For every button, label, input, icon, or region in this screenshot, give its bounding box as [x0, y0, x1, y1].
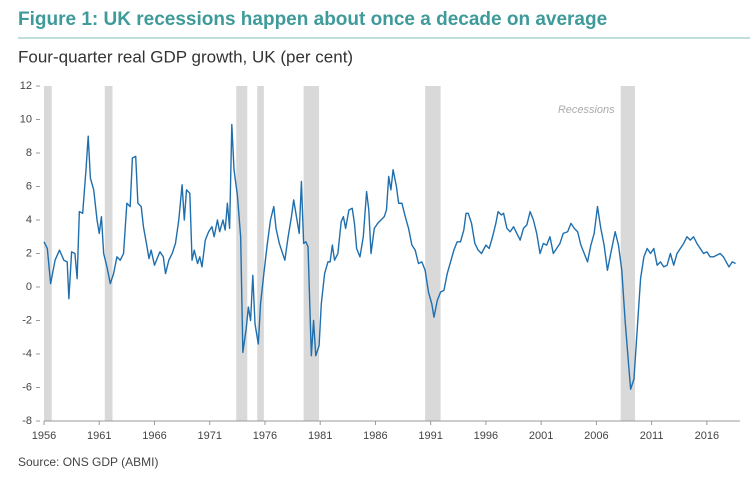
x-tick-label: 1971	[197, 430, 221, 442]
recession-band	[236, 86, 248, 421]
x-tick-label: 2006	[584, 430, 608, 442]
y-tick-label: 2	[26, 247, 32, 259]
recession-band	[257, 86, 264, 421]
y-tick-label: 12	[20, 80, 32, 92]
y-tick-label: -4	[22, 348, 32, 360]
x-tick-label: 1996	[474, 430, 498, 442]
y-tick-label: 6	[26, 180, 32, 192]
x-tick-label: 2001	[529, 430, 553, 442]
chart-subtitle: Four-quarter real GDP growth, UK (per ce…	[18, 47, 353, 66]
x-tick-label: 1981	[308, 430, 332, 442]
recession-band	[425, 86, 441, 421]
recession-band	[620, 86, 636, 421]
recession-band	[303, 86, 320, 421]
recession-band	[104, 86, 113, 421]
x-tick-label: 1991	[418, 430, 442, 442]
source-note: Source: ONS GDP (ABMI)	[18, 455, 158, 469]
y-tick-label: -6	[22, 381, 32, 393]
x-tick-label: 1986	[363, 430, 387, 442]
x-tick-label: 1961	[87, 430, 111, 442]
y-tick-label: -2	[22, 314, 32, 326]
x-tick-label: 2016	[695, 430, 719, 442]
y-tick-label: 4	[26, 214, 32, 226]
y-tick-label: -8	[22, 415, 32, 427]
x-tick-label: 1966	[142, 430, 166, 442]
x-tick-label: 2011	[640, 430, 664, 442]
gdp-line	[43, 123, 736, 390]
x-tick-label: 1976	[253, 430, 277, 442]
y-tick-label: 10	[20, 113, 32, 125]
y-tick-label: 8	[26, 147, 32, 159]
x-tick-label: 1956	[32, 430, 56, 442]
y-tick-label: 0	[26, 281, 32, 293]
recession-label: Recessions	[558, 104, 615, 116]
chart-title: Figure 1: UK recessions happen about onc…	[18, 9, 607, 30]
